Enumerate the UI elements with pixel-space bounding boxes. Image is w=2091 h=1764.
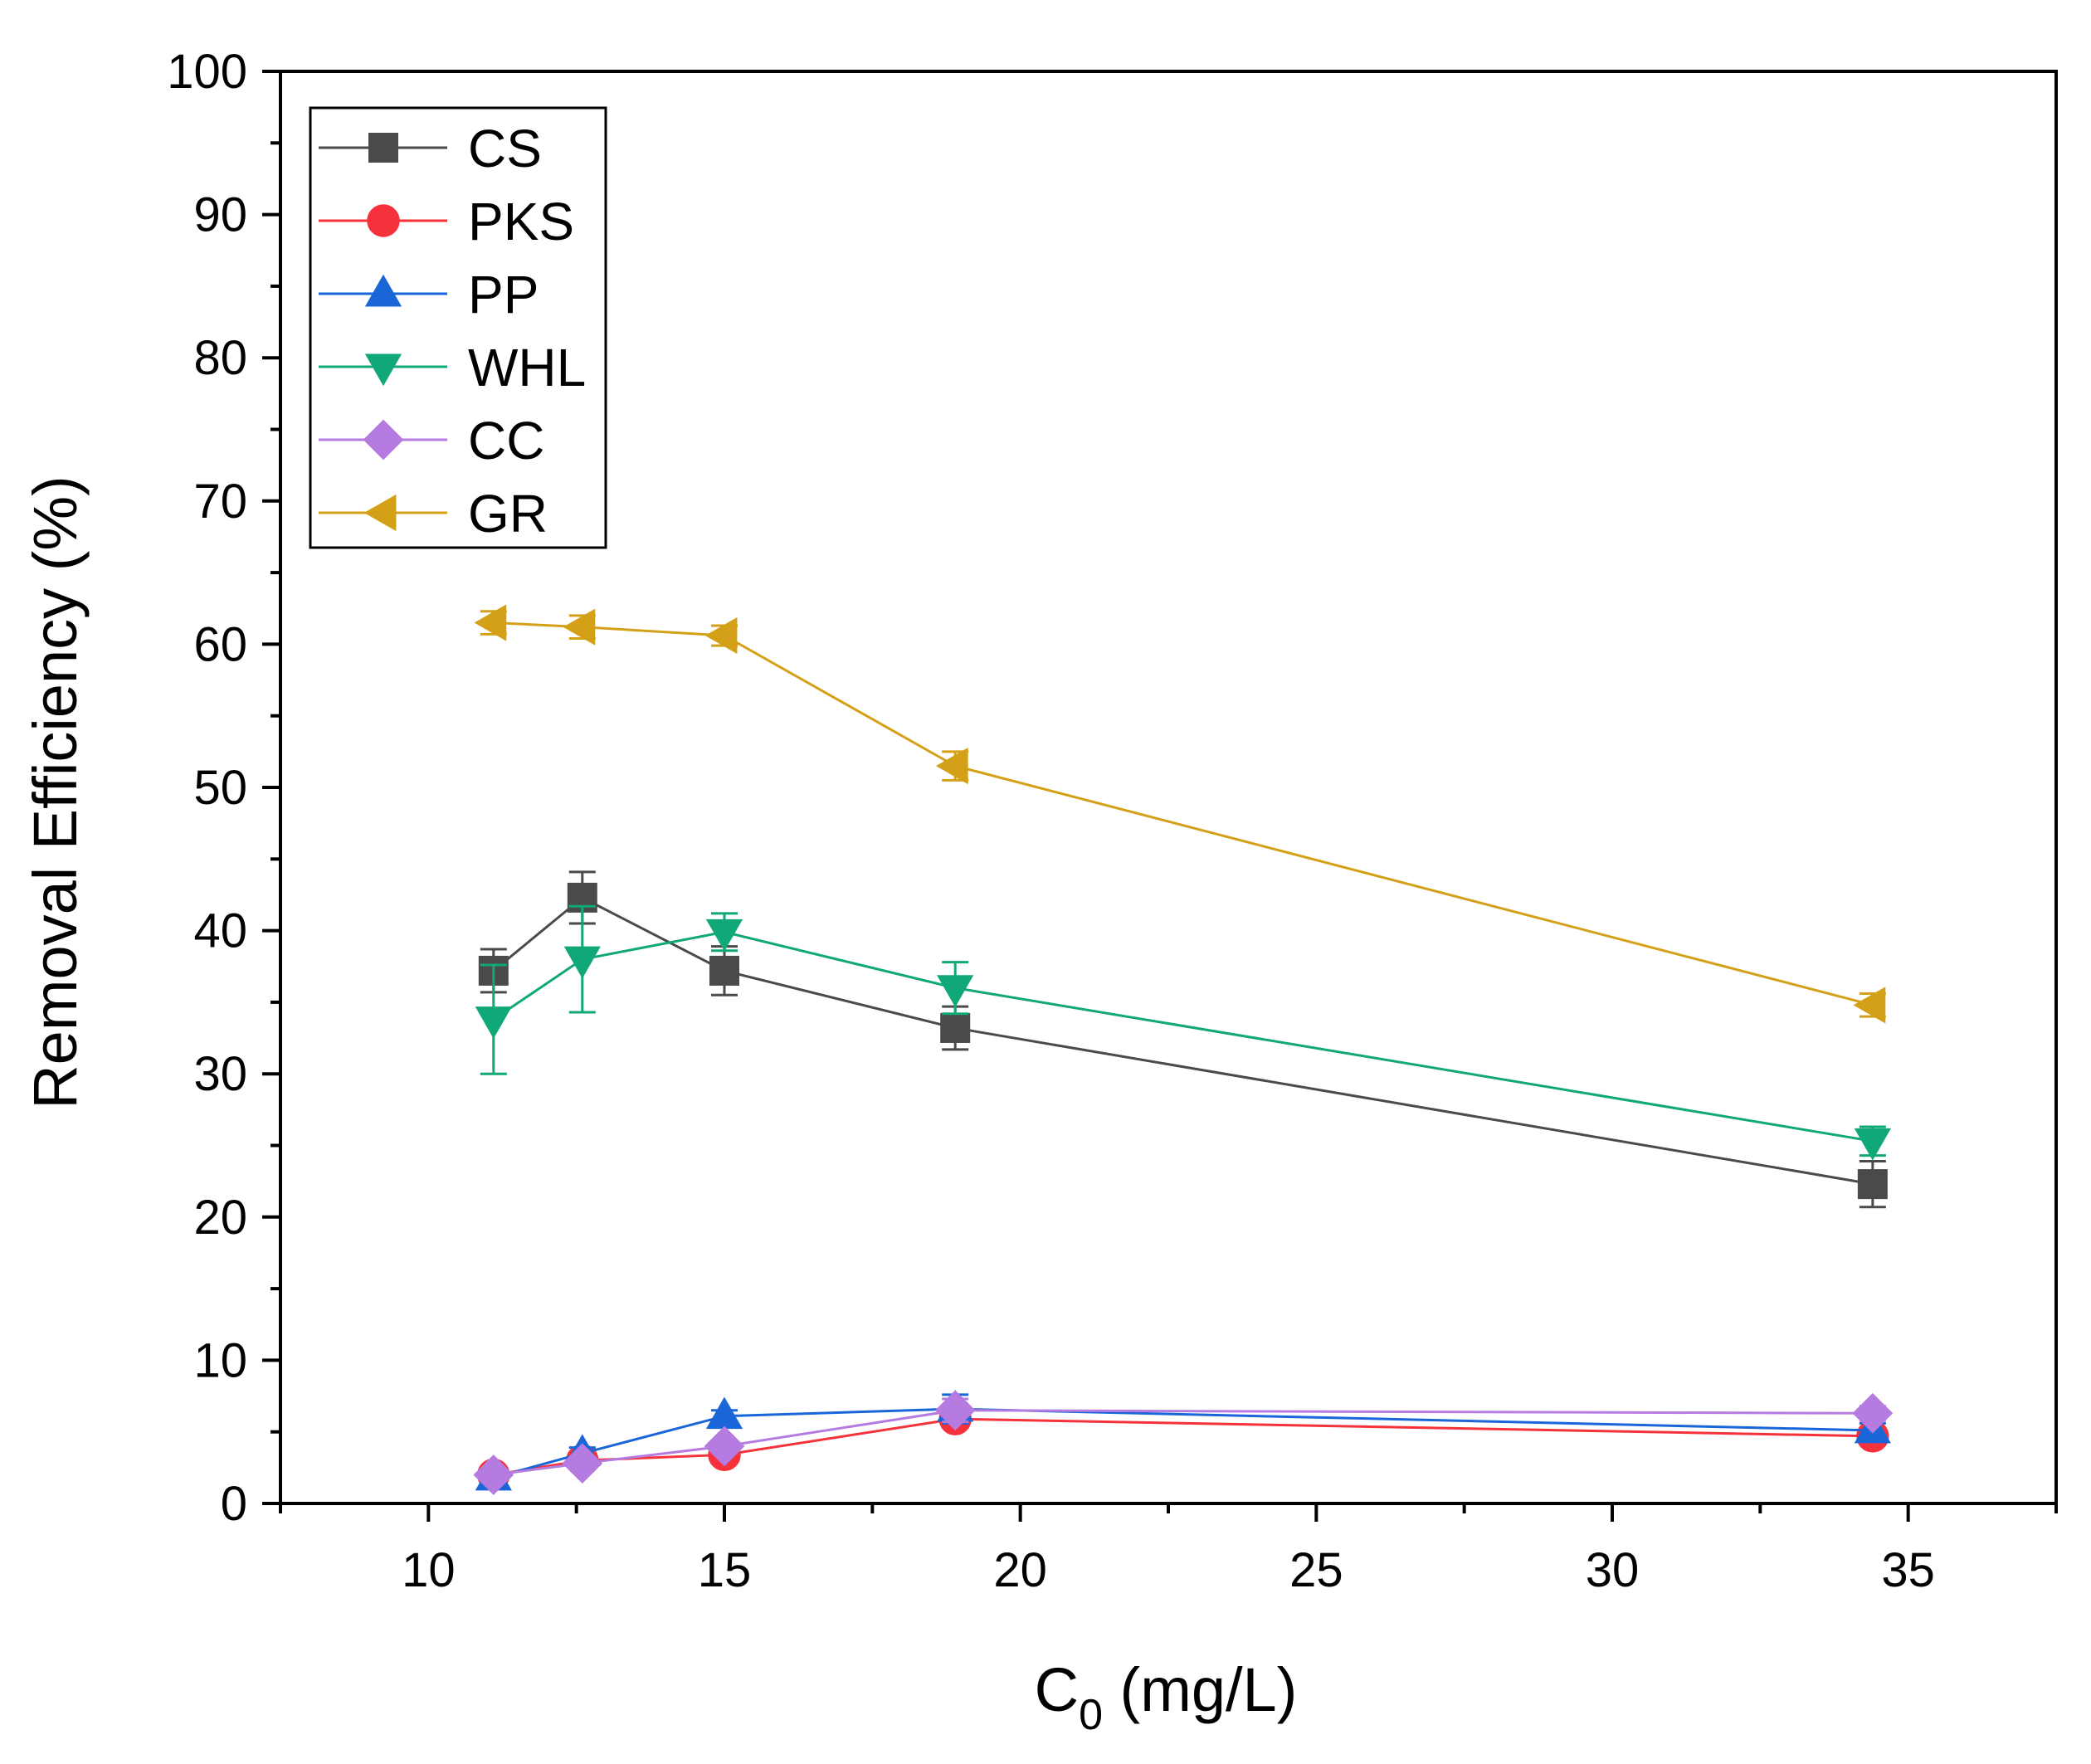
y-tick-label: 90 bbox=[193, 188, 247, 242]
legend-label-pp: PP bbox=[468, 265, 539, 324]
legend-item-gr: GR bbox=[319, 484, 548, 543]
data-point-whl bbox=[1854, 1128, 1891, 1161]
legend: CS PKS PP WHL CC GR bbox=[309, 106, 607, 549]
y-tick-label: 20 bbox=[193, 1191, 247, 1245]
legend-marker-cs bbox=[368, 133, 398, 163]
x-axis-title-units: (mg/L) bbox=[1103, 1655, 1297, 1724]
data-point-whl bbox=[705, 919, 743, 952]
series-layer bbox=[473, 604, 1894, 1495]
legend-marker-whl bbox=[364, 353, 402, 387]
legend-label-cc: CC bbox=[468, 411, 544, 470]
legend-item-whl: WHL bbox=[319, 338, 586, 397]
legend-marker-cc bbox=[363, 419, 404, 460]
series-whl bbox=[475, 904, 1891, 1161]
series-cc bbox=[473, 1390, 1894, 1495]
data-point-cc bbox=[704, 1425, 745, 1467]
data-point-cs bbox=[709, 955, 739, 986]
legend-label-whl: WHL bbox=[468, 338, 586, 397]
legend-item-pks: PKS bbox=[319, 192, 574, 251]
data-point-gr bbox=[563, 608, 596, 646]
y-tick-label: 10 bbox=[193, 1333, 247, 1387]
data-point-cs bbox=[940, 1012, 971, 1043]
x-tick-label: 35 bbox=[1881, 1543, 1935, 1597]
legend-item-pp: PP bbox=[319, 265, 539, 324]
data-point-gr bbox=[1853, 987, 1886, 1024]
x-axis-title-subscript: 0 bbox=[1079, 1691, 1103, 1739]
series-gr bbox=[474, 604, 1886, 1024]
data-point-whl bbox=[563, 946, 601, 979]
legend-label-pks: PKS bbox=[468, 192, 574, 251]
legend-item-cc: CC bbox=[319, 411, 544, 470]
data-point-whl bbox=[475, 1006, 512, 1039]
y-tick-label: 70 bbox=[193, 475, 247, 529]
y-axis-title: Removal Efficiency (%) bbox=[21, 475, 90, 1109]
x-axis-ticks: 10 15 20 25 30 35 bbox=[279, 1503, 2058, 1597]
x-tick-label: 15 bbox=[698, 1543, 752, 1597]
x-tick-label: 30 bbox=[1586, 1543, 1640, 1597]
data-point-whl bbox=[937, 975, 974, 1007]
data-point-gr bbox=[704, 616, 738, 655]
data-point-cc bbox=[562, 1443, 603, 1484]
y-tick-label: 50 bbox=[193, 761, 247, 815]
y-axis-ticks: 0 10 20 30 40 50 60 70 80 90 100 bbox=[167, 45, 280, 1531]
data-point-gr bbox=[474, 604, 507, 641]
data-point-cc bbox=[934, 1390, 976, 1431]
legend-marker-pks bbox=[367, 204, 400, 237]
y-tick-label: 0 bbox=[221, 1477, 247, 1531]
data-point-cc bbox=[1852, 1392, 1894, 1434]
legend-label-cs: CS bbox=[468, 119, 542, 178]
x-tick-label: 20 bbox=[993, 1543, 1047, 1597]
data-point-cc bbox=[473, 1455, 514, 1495]
x-axis-title-main: C bbox=[1035, 1655, 1079, 1724]
y-tick-label: 60 bbox=[193, 617, 247, 671]
y-tick-label: 30 bbox=[193, 1047, 247, 1101]
legend-box bbox=[309, 106, 607, 549]
y-tick-label: 40 bbox=[193, 904, 247, 958]
data-point-cs bbox=[1857, 1169, 1888, 1200]
x-tick-label: 10 bbox=[402, 1543, 456, 1597]
legend-marker-pp bbox=[364, 274, 402, 307]
data-point-gr bbox=[935, 747, 968, 785]
y-tick-label: 100 bbox=[167, 45, 247, 99]
legend-label-gr: GR bbox=[468, 484, 548, 543]
legend-marker-gr bbox=[363, 494, 397, 532]
x-tick-label: 25 bbox=[1289, 1543, 1343, 1597]
legend-item-cs: CS bbox=[319, 119, 542, 178]
x-axis-title: C0 (mg/L) bbox=[1035, 1655, 1298, 1739]
y-tick-label: 80 bbox=[193, 331, 247, 385]
